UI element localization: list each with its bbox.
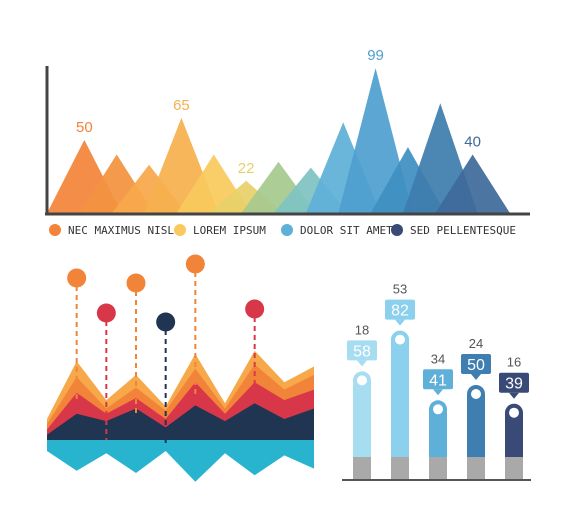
value-badge (347, 340, 377, 361)
bar-value-label: 39 (505, 376, 523, 393)
legend-swatch (174, 224, 186, 236)
top-value-labels: 50 65 22 99 40 (76, 47, 481, 177)
peak-value-label: 50 (76, 119, 93, 136)
bar-body (391, 339, 409, 457)
zigzag-markers (67, 254, 265, 447)
zigzag-layer (47, 403, 314, 440)
bar-top-label: 34 (431, 351, 445, 366)
peak-value-label: 65 (173, 97, 190, 114)
value-badge-pointer (433, 389, 443, 396)
top-peaks-group (47, 68, 510, 213)
value-badge (499, 372, 529, 393)
legend-swatch (281, 224, 293, 236)
marker-pin (126, 273, 146, 415)
bar-body (505, 412, 523, 457)
bar-body (467, 394, 485, 457)
bar-base (505, 457, 523, 479)
legend-item: LOREM IPSUM (174, 224, 266, 237)
legend-item: NEC MAXIMUS NISL (49, 224, 174, 237)
top-legend: NEC MAXIMUS NISL LOREM IPSUM DOLOR SIT AME… (49, 224, 516, 237)
legend-label: LOREM IPSUM (193, 224, 266, 237)
bar-cap-dot (471, 389, 481, 399)
legend-swatch (49, 224, 61, 236)
bar-cap-dot (433, 404, 443, 415)
legend-item: DOLOR SIT AMET (281, 224, 393, 237)
bar-cap-dot (509, 407, 519, 418)
legend-item: SED PELLENTESQUE (391, 224, 516, 237)
legend-label: DOLOR SIT AMET (300, 224, 393, 237)
marker-pin (156, 312, 176, 447)
marker-pin (96, 303, 116, 441)
marker-head (156, 312, 176, 332)
bar-value-label: 41 (429, 372, 447, 389)
value-badge (423, 369, 453, 390)
bar-body (429, 409, 447, 457)
value-badge-pointer (471, 374, 481, 380)
legend-label: SED PELLENTESQUE (410, 224, 516, 237)
value-badge (461, 354, 491, 374)
marker-head (67, 268, 87, 288)
bar-cap-dot (395, 334, 405, 345)
value-badge-pointer (395, 319, 405, 326)
layered-zigzag-chart (47, 254, 314, 482)
bar-top-label: 16 (507, 355, 521, 370)
bar-body (353, 380, 371, 457)
marker-pin (245, 299, 265, 391)
bar-cap-dot (357, 375, 367, 386)
bar-value-label: 82 (391, 303, 409, 320)
value-badge (385, 299, 415, 320)
value-badge-pointer (509, 392, 519, 399)
marker-head (185, 254, 205, 274)
bar-top-label: 53 (393, 282, 407, 297)
bar-base (391, 457, 409, 479)
top-peak-chart: 50 65 22 99 40 (45, 47, 530, 216)
legend-swatch (391, 224, 403, 236)
bar-base (429, 457, 447, 479)
bar-value-label: 50 (467, 357, 485, 374)
value-badge-pointer (357, 360, 367, 367)
marker-head (245, 299, 265, 319)
peak-triangle (435, 154, 510, 213)
marker-head (126, 273, 146, 293)
zigzag-mirror-shape (47, 440, 314, 482)
bar-value-label: 58 (353, 343, 371, 360)
bar-base (353, 457, 371, 479)
marker-pin (67, 268, 87, 402)
bar-top-label: 24 (469, 336, 483, 351)
bar-base (467, 457, 485, 479)
peak-value-label: 99 (367, 47, 384, 64)
peak-value-label: 40 (464, 133, 481, 150)
marker-pin (185, 254, 205, 394)
peak-value-label: 22 (238, 160, 255, 177)
zigzag-layers (47, 350, 314, 440)
legend-label: NEC MAXIMUS NISL (68, 224, 174, 237)
zigzag-mirror (47, 440, 314, 482)
marker-head (96, 303, 116, 323)
bar-top-label: 18 (355, 322, 369, 337)
